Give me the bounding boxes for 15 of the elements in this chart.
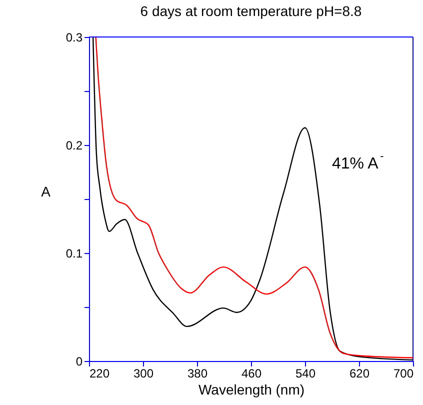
x-tick-label: 300 <box>133 366 154 380</box>
x-tick-label: 700 <box>393 366 414 380</box>
annotation: 41% A- <box>332 150 384 172</box>
x-tick-label: 220 <box>90 366 110 380</box>
y-tick-label: 0.3 <box>66 30 83 44</box>
x-tick-label: 380 <box>187 366 208 380</box>
x-tick-label: 460 <box>241 366 262 380</box>
x-tick-label: 540 <box>295 366 316 380</box>
y-tick-label: 0.2 <box>66 138 83 152</box>
y-tick-label: 0.1 <box>66 246 83 260</box>
x-axis-title: Wavelength (nm) <box>198 382 305 398</box>
x-tick-label: 620 <box>349 366 370 380</box>
chart-title: 6 days at room temperature pH=8.8 <box>140 3 362 19</box>
y-tick-label: 0 <box>76 354 83 368</box>
y-axis-title: A <box>41 184 52 200</box>
